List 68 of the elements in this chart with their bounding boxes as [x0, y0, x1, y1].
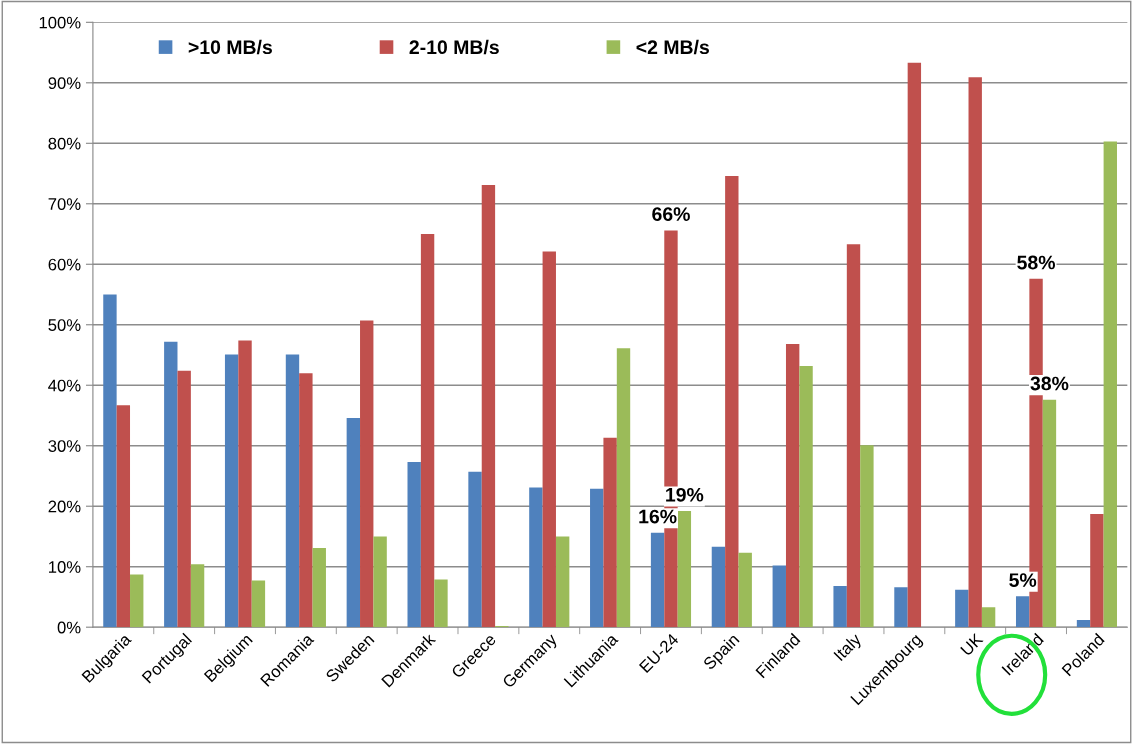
y-tick-label: 0% [57, 621, 81, 634]
bar [725, 175, 739, 628]
bar [981, 607, 996, 628]
bar [738, 552, 752, 628]
bar [1103, 141, 1117, 628]
bar [529, 487, 543, 628]
bar [616, 348, 631, 628]
bar [555, 536, 570, 628]
bar [1042, 399, 1057, 628]
x-tick-label: UK [960, 632, 984, 657]
bar [833, 586, 847, 628]
legend-label: 2-10 MB/s [409, 39, 499, 55]
y-tick-label: 80% [48, 137, 81, 150]
annotation: 58% [1017, 255, 1056, 270]
y-tick-label: 100% [39, 16, 81, 29]
bar [968, 77, 982, 628]
annotation: 16% [639, 509, 677, 524]
bar [955, 589, 969, 628]
bar [346, 417, 361, 628]
bar [1015, 596, 1030, 628]
bar [103, 294, 117, 628]
bar [407, 462, 421, 628]
bar [894, 587, 908, 628]
bar [481, 185, 496, 628]
legend-label: >10 MB/s [188, 39, 272, 55]
bar [130, 574, 144, 628]
bar [164, 341, 178, 628]
bar [677, 511, 692, 628]
bar [711, 546, 726, 628]
y-tick-label: 10% [49, 561, 81, 573]
bar [116, 405, 131, 628]
y-tick-label: 40% [48, 379, 81, 392]
annotation: 66% [652, 207, 690, 221]
y-tick-label: 50% [48, 319, 81, 331]
bar [420, 234, 435, 628]
y-tick-label: 60% [48, 258, 81, 271]
bar [772, 565, 786, 628]
bar [590, 488, 604, 628]
bar [785, 344, 800, 628]
bar [238, 340, 252, 628]
bar [846, 244, 861, 628]
annotation: 5% [1009, 573, 1037, 587]
y-tick-label: 90% [48, 77, 81, 90]
bar [224, 354, 239, 628]
bar [373, 536, 387, 628]
bar [299, 373, 313, 628]
bar [434, 579, 448, 628]
bar [285, 354, 300, 628]
bar [312, 547, 326, 628]
bar [799, 365, 813, 628]
bar [468, 471, 482, 628]
bar [1090, 514, 1104, 628]
bar [650, 532, 665, 628]
bar [542, 251, 556, 628]
bar [907, 62, 922, 628]
y-tick-label: 70% [48, 198, 81, 210]
bar [190, 564, 205, 628]
annotation: 19% [666, 487, 704, 502]
bar [251, 580, 266, 628]
bar [1076, 619, 1091, 628]
annotation: 38% [1030, 376, 1069, 391]
bar [603, 437, 617, 628]
bar [177, 370, 191, 628]
y-tick-label: 20% [48, 500, 81, 513]
bar [860, 445, 874, 628]
legend-label: <2 MB/s [636, 39, 709, 55]
y-tick-label: 30% [48, 440, 81, 452]
bar [360, 320, 374, 628]
